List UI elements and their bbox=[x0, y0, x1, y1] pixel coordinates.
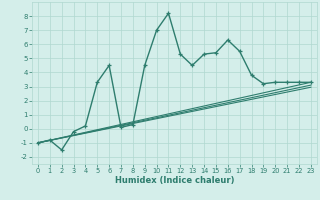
X-axis label: Humidex (Indice chaleur): Humidex (Indice chaleur) bbox=[115, 176, 234, 185]
